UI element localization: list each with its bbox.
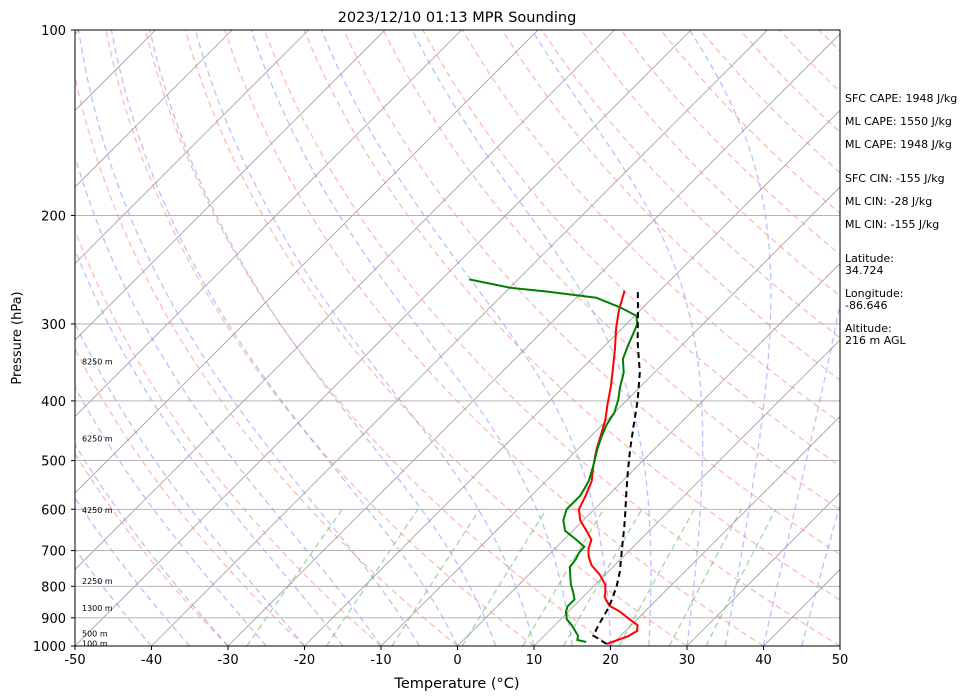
moist-adiabat-line [75, 153, 382, 646]
sfc-cin: SFC CIN: -155 J/kg [845, 172, 945, 185]
dry-adiabat-line [144, 30, 611, 646]
x-tick-label: 50 [832, 653, 849, 668]
height-label: 100 m [82, 639, 108, 648]
x-tick-label: 30 [679, 653, 696, 668]
dry-adiabat-line [75, 74, 458, 646]
isotherm-line [151, 30, 768, 646]
mixing-ratio-line [668, 508, 742, 646]
height-label: 1300 m [82, 604, 113, 613]
dry-adiabat-line [75, 347, 305, 646]
isotherm-line [304, 109, 840, 646]
moist-adiabat-line [689, 30, 772, 646]
dry-adiabat-line [105, 30, 535, 646]
dry-adiabat-line [303, 30, 840, 601]
longitude: Longitude: -86.646 [845, 287, 904, 312]
altitude: Altitude: 216 m AGL [845, 322, 906, 347]
y-tick-label: 400 [41, 395, 66, 410]
height-label: 4250 m [82, 506, 113, 515]
x-tick-label: 0 [453, 653, 461, 668]
plot-frame [74, 29, 841, 647]
isotherm-line [75, 30, 692, 646]
x-tick-label: 20 [602, 653, 619, 668]
y-tick-label: 1000 [33, 640, 66, 655]
ml-cin-2: ML CIN: -155 J/kg [845, 218, 940, 231]
dry-adiabat-line [75, 452, 229, 646]
isotherm-line [610, 415, 840, 646]
moist-adiabat-line [77, 30, 420, 646]
parcel-line [592, 289, 641, 645]
ml-cin: ML CIN: -28 J/kg [845, 195, 933, 208]
dry-adiabat-line [224, 30, 764, 646]
dry-adiabat-line [75, 228, 382, 646]
isotherm-line [75, 30, 615, 571]
isotherm-line [380, 186, 840, 646]
moist-adiabat-line [75, 443, 229, 646]
x-tick-label: -30 [217, 653, 238, 668]
isotherm-line [75, 30, 386, 341]
isotherm-line [533, 339, 840, 646]
y-tick-label: 700 [41, 545, 66, 560]
y-tick-label: 100 [41, 24, 66, 39]
x-tick-label: 40 [755, 653, 772, 668]
moist-adiabat-line [762, 300, 840, 646]
isotherm-line [457, 262, 840, 646]
mixing-ratio-line [522, 508, 605, 646]
moist-adiabat-line [320, 30, 612, 646]
mixing-ratio-line [705, 508, 777, 646]
y-tick-label: 600 [41, 503, 66, 518]
latitude: Latitude: 34.724 [845, 252, 894, 277]
temperature-line [577, 290, 639, 645]
isotherm-line [0, 30, 3, 646]
mixing-ratio-line [461, 508, 547, 646]
height-label: 6250 m [82, 434, 113, 443]
y-tick-label: 800 [41, 580, 66, 595]
dry-adiabat-line [343, 30, 840, 556]
height-label: 2250 m [82, 577, 113, 586]
dry-adiabat-line [580, 30, 840, 297]
moist-adiabat-line [250, 30, 573, 646]
dry-adiabat-line [184, 30, 688, 646]
ml-cape-2: ML CAPE: 1948 J/kg [845, 138, 952, 151]
moist-adiabat-line [149, 30, 497, 646]
isotherm-line [227, 33, 840, 646]
y-tick-label: 900 [41, 612, 66, 627]
x-tick-label: -50 [64, 653, 85, 668]
x-tick-label: -20 [294, 653, 315, 668]
sfc-cape: SFC CAPE: 1948 J/kg [845, 92, 958, 105]
mixing-ratio-line [618, 508, 695, 646]
moist-adiabat-line [75, 247, 344, 646]
x-tick-label: 10 [526, 653, 543, 668]
x-tick-label: -10 [370, 653, 391, 668]
moist-adiabat-line [801, 502, 840, 646]
y-axis-label: Pressure (hPa) [10, 291, 25, 384]
isotherm-line [75, 30, 309, 265]
height-label: 8250 m [82, 357, 113, 366]
moist-adiabat-line [194, 30, 535, 646]
height-label: 500 m [82, 630, 108, 639]
moist-adiabat-line [531, 30, 704, 646]
isotherm-line [686, 492, 840, 646]
dry-adiabat-line [263, 30, 840, 646]
moist-adiabat-line [110, 30, 459, 646]
x-axis-label: Temperature (°C) [393, 676, 519, 692]
dry-adiabat-line [422, 30, 840, 467]
moist-adiabat-line [411, 30, 652, 646]
isotherm-line [75, 30, 539, 494]
dewpoint-line [468, 278, 639, 643]
x-tick-label: -40 [141, 653, 162, 668]
dry-adiabat-line [382, 30, 840, 511]
isotherm-line [75, 30, 462, 418]
y-tick-label: 200 [41, 209, 66, 224]
isotherm-line [75, 30, 233, 188]
chart-title: 2023/12/10 01:13 MPR Sounding [338, 10, 577, 26]
moist-adiabat-line [75, 496, 191, 646]
ml-cape: ML CAPE: 1550 J/kg [845, 115, 952, 128]
y-tick-label: 300 [41, 318, 66, 333]
moist-adiabat-line [75, 385, 267, 646]
mixing-ratio-line [246, 508, 343, 646]
y-tick-label: 500 [41, 455, 66, 470]
